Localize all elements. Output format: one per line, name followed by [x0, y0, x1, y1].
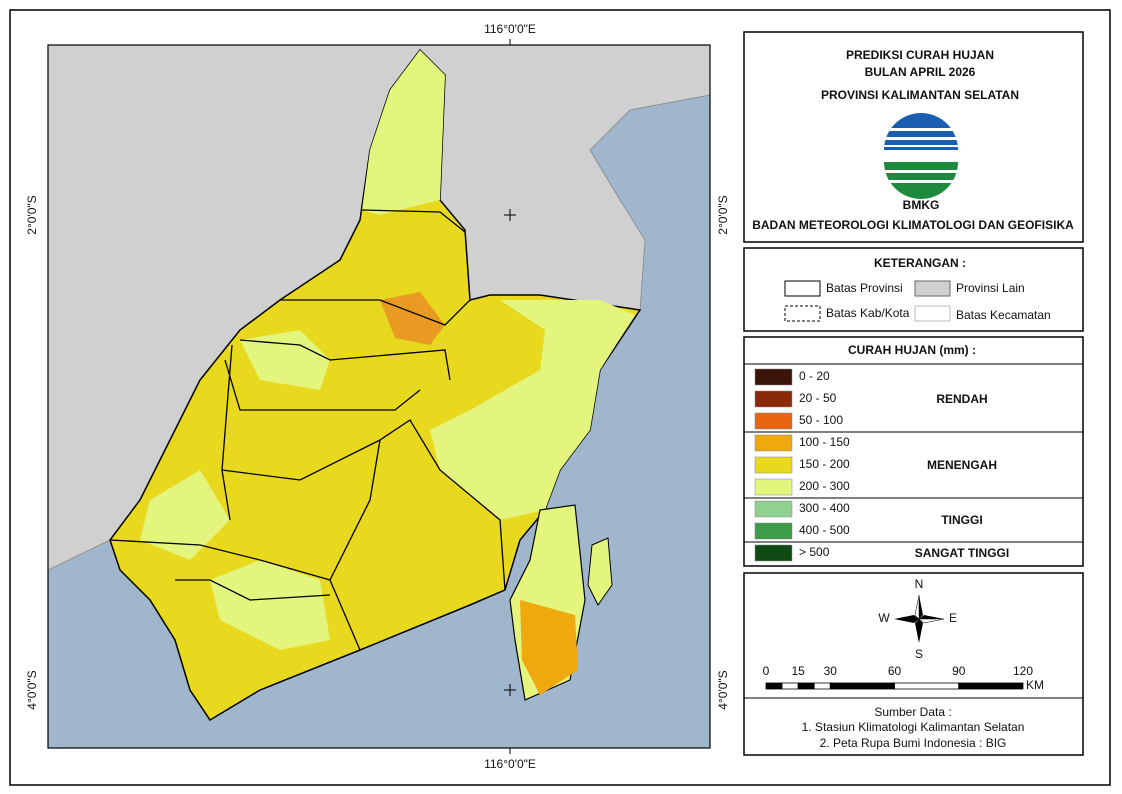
coord-label: 116°0'0"E	[484, 22, 536, 36]
compass-label: S	[915, 647, 923, 661]
compass-rose	[894, 594, 945, 643]
swatch	[914, 280, 951, 297]
compass-label: W	[878, 611, 890, 625]
panel-title: KETERANGAN :	[874, 256, 966, 270]
coord-label: 2°0'0"S	[716, 195, 730, 234]
rain-zone	[140, 470, 230, 560]
legend-item: Batas Provinsi	[826, 281, 903, 295]
coord-label: 4°0'0"S	[25, 670, 39, 709]
map: 116°0'0"E 116°0'0"E 2°0'0"S 4°0'0"S 2°0'…	[25, 22, 730, 771]
legend-swatch	[754, 500, 793, 518]
legend-label: 150 - 200	[799, 457, 850, 471]
scale-segment	[958, 682, 1024, 690]
boundary	[175, 579, 331, 601]
title-panel: PREDIKSI CURAH HUJAN BULAN APRIL 2026 PR…	[743, 31, 1084, 243]
source-line: 1. Stasiun Klimatologi Kalimantan Selata…	[802, 720, 1025, 734]
rain-zone	[380, 292, 445, 345]
boundary	[239, 339, 451, 381]
scale-label: 120	[1013, 664, 1033, 678]
keterangan-panel: KETERANGAN : Batas Provinsi Provinsi Lai…	[743, 247, 1084, 332]
source-line: 2. Peta Rupa Bumi Indonesia : BIG	[820, 736, 1007, 750]
legend-swatch	[754, 368, 793, 386]
map-frame	[47, 44, 711, 749]
legend-swatch	[754, 456, 793, 474]
rain-zone	[430, 300, 635, 520]
compass-label: E	[949, 611, 957, 625]
panel	[743, 336, 1084, 567]
legend-label: 100 - 150	[799, 435, 850, 449]
boundary	[361, 209, 466, 233]
scale-segment	[813, 682, 831, 690]
rain-zone	[240, 330, 330, 390]
coord-label: 116°0'0"E	[484, 757, 536, 771]
legend-swatch	[754, 434, 793, 452]
panel	[743, 572, 1084, 756]
legend-swatch	[754, 390, 793, 408]
legend-swatch	[754, 544, 793, 562]
scale-label: 0	[763, 664, 770, 678]
legend-swatch	[754, 522, 793, 540]
legend-label: 300 - 400	[799, 501, 850, 515]
scale-label: 90	[952, 664, 966, 678]
legend-group: SANGAT TINGGI	[915, 546, 1009, 560]
logo: BMKG	[884, 113, 958, 212]
legend-label: > 500	[799, 545, 830, 559]
rain-zone	[210, 560, 330, 650]
legend-item: Batas Kecamatan	[956, 308, 1051, 322]
scale-label: 15	[791, 664, 805, 678]
scale-segment	[797, 682, 815, 690]
legend-group: MENENGAH	[927, 458, 997, 472]
boundary	[280, 299, 471, 326]
rain-zone	[362, 50, 445, 215]
swatch	[784, 305, 821, 322]
scale-label: 60	[888, 664, 902, 678]
legend-label: 400 - 500	[799, 523, 850, 537]
source-title: Sumber Data :	[874, 705, 951, 719]
boundary	[221, 419, 506, 591]
swatch	[784, 280, 821, 297]
district-boundaries	[109, 209, 506, 651]
legend-label: 20 - 50	[799, 391, 837, 405]
compass-label: N	[915, 577, 924, 591]
legend-swatch	[754, 412, 793, 430]
scale-segment	[765, 682, 783, 690]
scale-label: 30	[824, 664, 838, 678]
legend-item: Batas Kab/Kota	[826, 306, 910, 320]
legend-group: RENDAH	[936, 392, 987, 406]
title-line: PREDIKSI CURAH HUJAN	[846, 48, 994, 62]
scale-segment	[781, 682, 799, 690]
coord-label: 4°0'0"S	[716, 670, 730, 709]
swatch	[914, 305, 951, 322]
logo-text: BMKG	[903, 198, 940, 212]
title-line: BULAN APRIL 2026	[865, 65, 976, 79]
scale-segment	[894, 682, 960, 690]
rain-zone	[520, 600, 578, 695]
title-line: PROVINSI KALIMANTAN SELATAN	[821, 88, 1019, 102]
boundary	[329, 439, 381, 651]
panel-title: CURAH HUJAN (mm) :	[848, 343, 976, 357]
rain-legend: CURAH HUJAN (mm) : 0 - 20 20 - 50 50 - 100…	[743, 336, 1084, 567]
scale-segment	[829, 682, 895, 690]
compass-panel: N S E W Sumber Data : 1. Stasiun Klimato…	[743, 572, 1084, 756]
coord-label: 2°0'0"S	[25, 195, 39, 234]
legend-label: 0 - 20	[799, 369, 830, 383]
legend-swatch	[754, 478, 793, 496]
boundary	[109, 539, 331, 581]
island	[587, 537, 613, 606]
legend-item: Provinsi Lain	[956, 281, 1025, 295]
agency-name: BADAN METEOROLOGI KLIMATOLOGI DAN GEOFIS…	[752, 218, 1074, 232]
legend-group: TINGGI	[941, 513, 982, 527]
graticule-marks	[504, 39, 516, 754]
legend-label: 50 - 100	[799, 413, 843, 427]
legend-label: 200 - 300	[799, 479, 850, 493]
scale-unit: KM	[1026, 678, 1044, 692]
boundary	[224, 359, 421, 411]
province	[109, 48, 642, 722]
